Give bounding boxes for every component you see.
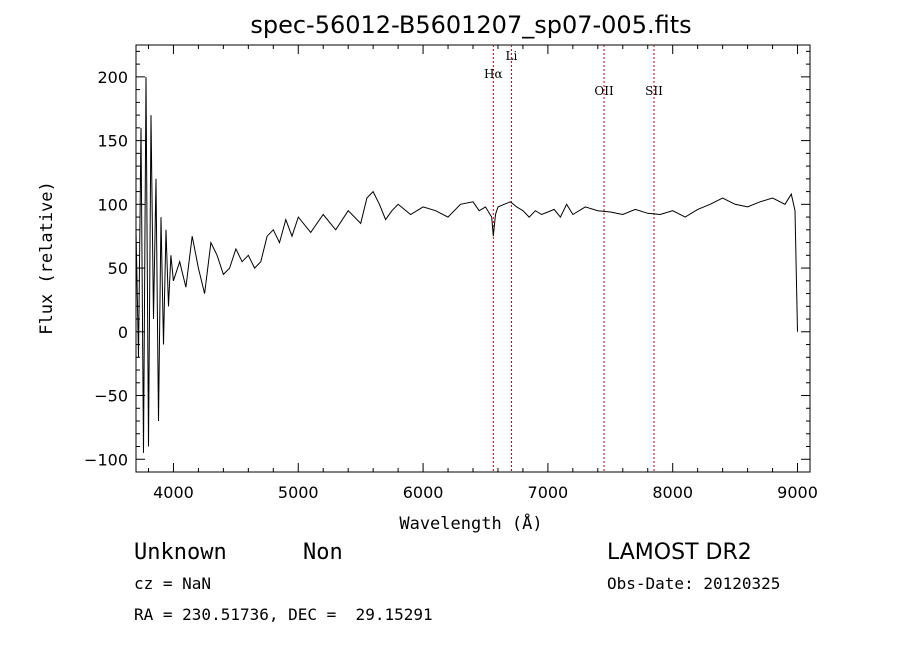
y-tick-label: 150 xyxy=(97,132,128,151)
y-tick-label: 200 xyxy=(97,68,128,87)
y-axis-label: Flux (relative) xyxy=(37,181,57,335)
object-class: Unknown xyxy=(134,540,227,565)
object-subclass: Non xyxy=(303,540,343,565)
spectral-line-label: SII xyxy=(645,84,663,98)
chart-title: spec-56012-B5601207_sp07-005.fits xyxy=(250,11,691,39)
observation-date: Obs-Date: 20120325 xyxy=(607,574,780,593)
x-tick-label: 4000 xyxy=(153,483,194,502)
spectrum-line xyxy=(135,76,798,453)
ra-dec: RA = 230.51736, DEC = 29.15291 xyxy=(134,605,433,624)
plot-frame xyxy=(135,44,811,473)
x-tick-label: 6000 xyxy=(403,483,444,502)
spectral-line-label: OII xyxy=(594,84,614,98)
survey-name: LAMOST DR2 xyxy=(607,540,752,565)
y-tick-label: −50 xyxy=(94,387,128,406)
y-tick-label: −100 xyxy=(84,450,128,469)
spectral-line-label: Hα xyxy=(484,67,503,81)
x-axis-label: Wavelength (Å) xyxy=(399,512,542,534)
x-tick-label: 7000 xyxy=(528,483,569,502)
x-tick-label: 9000 xyxy=(777,483,818,502)
y-tick-label: 100 xyxy=(97,195,128,214)
x-tick-label: 5000 xyxy=(278,483,319,502)
y-tick-label: 50 xyxy=(108,259,128,278)
x-tick-label: 8000 xyxy=(652,483,693,502)
series-group xyxy=(135,76,798,453)
y-axis: −100 −50 0 50 100 150 200 xyxy=(84,50,810,469)
y-tick-label: 0 xyxy=(118,323,128,342)
redshift-cz: cz = NaN xyxy=(134,574,211,593)
x-axis: 4000 5000 6000 7000 8000 9000 xyxy=(147,45,818,502)
spectral-line-label: Li xyxy=(506,49,518,63)
